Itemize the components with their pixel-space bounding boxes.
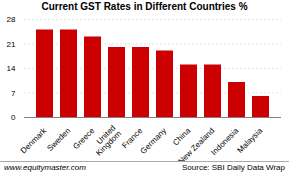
svg-text:Malaysia: Malaysia <box>236 126 265 155</box>
svg-text:France: France <box>120 126 145 151</box>
html-text:Source: SBI Daily Data Wrap: Source: SBI Daily Data Wrap <box>182 163 285 172</box>
html-text:Current GST Rates in Different: Current GST Rates in Different Countries… <box>41 1 248 12</box>
svg-text:Sweden: Sweden <box>45 126 72 153</box>
svg-text:21: 21 <box>7 40 16 49</box>
html-text:www.equitymaster.com: www.equitymaster.com <box>4 163 86 172</box>
svg-text:7: 7 <box>11 89 16 98</box>
svg-text:Germany: Germany <box>139 126 169 156</box>
svg-text:UnitedKingdom: UnitedKingdom <box>89 123 124 158</box>
svg-text:0: 0 <box>11 113 16 122</box>
svg-text:Indonesia: Indonesia <box>209 126 240 157</box>
svg-text:28: 28 <box>7 15 16 24</box>
svg-text:China: China <box>171 126 193 148</box>
svg-text:14: 14 <box>7 64 16 73</box>
svg-text:New Zealand: New Zealand <box>177 126 217 161</box>
svg-text:Denmark: Denmark <box>19 125 49 155</box>
svg-text:Greece: Greece <box>71 126 96 151</box>
